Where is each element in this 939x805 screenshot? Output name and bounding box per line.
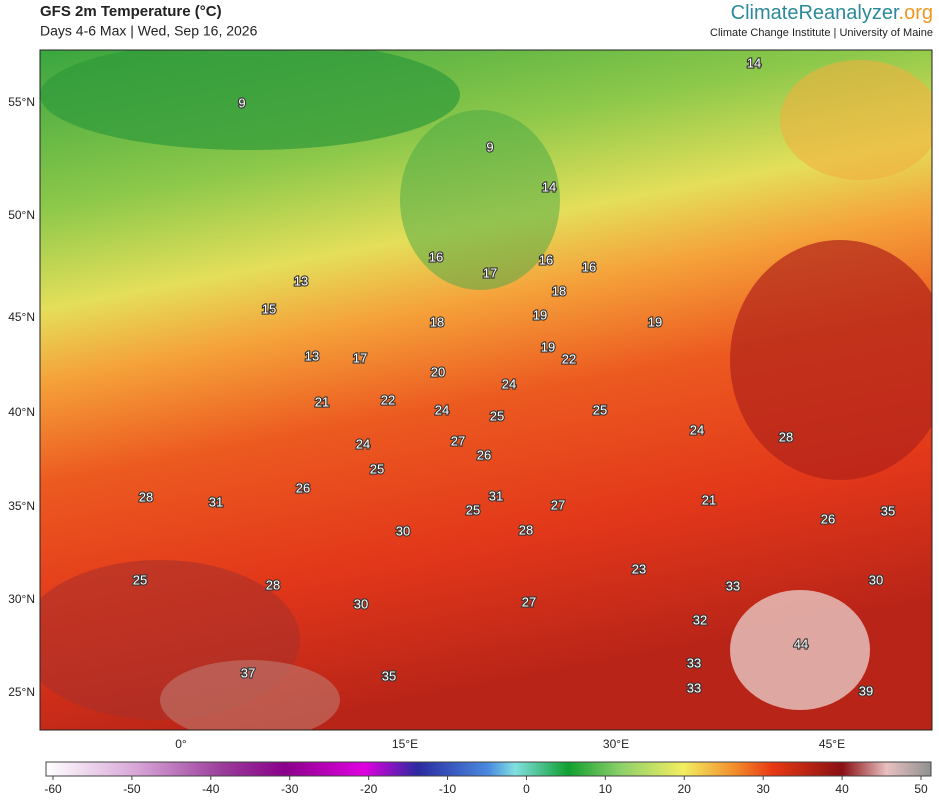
temperature-label: 13 (305, 348, 319, 363)
temperature-label: 33 (726, 578, 740, 593)
temperature-label: 17 (353, 350, 367, 365)
map-frame (39, 49, 933, 731)
colorbar-label: 10 (599, 782, 613, 796)
temperature-label: 28 (779, 429, 793, 444)
temperature-label: 28 (139, 489, 153, 504)
latitude-label: 25°N (8, 685, 35, 699)
temperature-label: 26 (296, 480, 310, 495)
temperature-label: 25 (370, 461, 384, 476)
temperature-label: 15 (262, 301, 276, 316)
latitude-label: 50°N (8, 208, 35, 222)
temperature-label: 31 (209, 494, 223, 509)
subtitle: Days 4-6 Max | Wed, Sep 16, 2026 (40, 23, 258, 39)
temperature-label: 9 (238, 95, 245, 110)
colorbar-label: 0 (523, 782, 530, 796)
temperature-label: 30 (396, 523, 410, 538)
temperature-label: 33 (687, 655, 701, 670)
temperature-label: 24 (356, 436, 370, 451)
longitude-label: 45°E (819, 737, 845, 751)
latitude-label: 35°N (8, 499, 35, 513)
title: GFS 2m Temperature (°C) (40, 3, 222, 20)
colorbar-label: -10 (439, 782, 457, 796)
temperature-label: 28 (266, 577, 280, 592)
temperature-label: 14 (542, 179, 556, 194)
temperature-label: 30 (354, 596, 368, 611)
temperature-label: 25 (466, 502, 480, 517)
brand-domain: .org (899, 2, 933, 24)
latitude-label: 45°N (8, 310, 35, 324)
colorbar-label: 20 (678, 782, 692, 796)
temperature-label: 27 (451, 433, 465, 448)
temperature-label: 33 (687, 680, 701, 695)
temperature-label: 16 (539, 252, 553, 267)
temperature-label: 19 (533, 307, 547, 322)
temperature-label: 37 (241, 665, 255, 680)
temperature-label: 19 (648, 314, 662, 329)
brand-name: ClimateReanalyzer (731, 2, 900, 24)
temperature-label: 44 (794, 636, 808, 651)
temperature-label: 30 (869, 572, 883, 587)
temperature-label: 22 (562, 351, 576, 366)
affiliation: Climate Change Institute | University of… (710, 27, 933, 39)
temperature-label: 25 (133, 572, 147, 587)
colorbar-label: -20 (360, 782, 378, 796)
temperature-label: 23 (632, 561, 646, 576)
temperature-label: 27 (522, 594, 536, 609)
temperature-label: 22 (381, 392, 395, 407)
temperature-label: 13 (294, 273, 308, 288)
colorbar-label: -60 (44, 782, 62, 796)
temperature-label: 35 (382, 668, 396, 683)
colorbar (45, 761, 932, 777)
latitude-label: 40°N (8, 405, 35, 419)
latitude-label: 55°N (8, 95, 35, 109)
temperature-label: 17 (483, 265, 497, 280)
brand: ClimateReanalyzer.org (731, 2, 933, 24)
temperature-label: 35 (881, 503, 895, 518)
temperature-label: 20 (431, 364, 445, 379)
colorbar-label: -40 (202, 782, 220, 796)
colorbar-label: 50 (914, 782, 928, 796)
temperature-label: 19 (541, 339, 555, 354)
temperature-label: 25 (593, 402, 607, 417)
temperature-label: 26 (821, 511, 835, 526)
temperature-label: 16 (582, 259, 596, 274)
latitude-label: 30°N (8, 592, 35, 606)
longitude-label: 0° (175, 737, 187, 751)
temperature-label: 32 (693, 612, 707, 627)
colorbar-label: -30 (281, 782, 299, 796)
longitude-label: 15°E (392, 737, 418, 751)
colorbar-label: 40 (835, 782, 849, 796)
temperature-label: 24 (502, 376, 516, 391)
temperature-label: 16 (429, 249, 443, 264)
temperature-label: 24 (435, 402, 449, 417)
temperature-label: 21 (702, 492, 716, 507)
temperature-label: 25 (490, 408, 504, 423)
temperature-label: 18 (552, 283, 566, 298)
temperature-label: 21 (315, 394, 329, 409)
temperature-label: 24 (690, 422, 704, 437)
temperature-label: 31 (489, 488, 503, 503)
temperature-label: 26 (477, 447, 491, 462)
colorbar-label: -50 (123, 782, 141, 796)
temperature-label: 9 (486, 139, 493, 154)
temperature-label: 14 (747, 55, 761, 70)
temperature-label: 28 (519, 522, 533, 537)
longitude-label: 30°E (603, 737, 629, 751)
temperature-label: 27 (551, 497, 565, 512)
colorbar-label: 30 (757, 782, 771, 796)
temperature-label: 18 (430, 314, 444, 329)
temperature-label: 39 (859, 683, 873, 698)
map (40, 50, 932, 730)
